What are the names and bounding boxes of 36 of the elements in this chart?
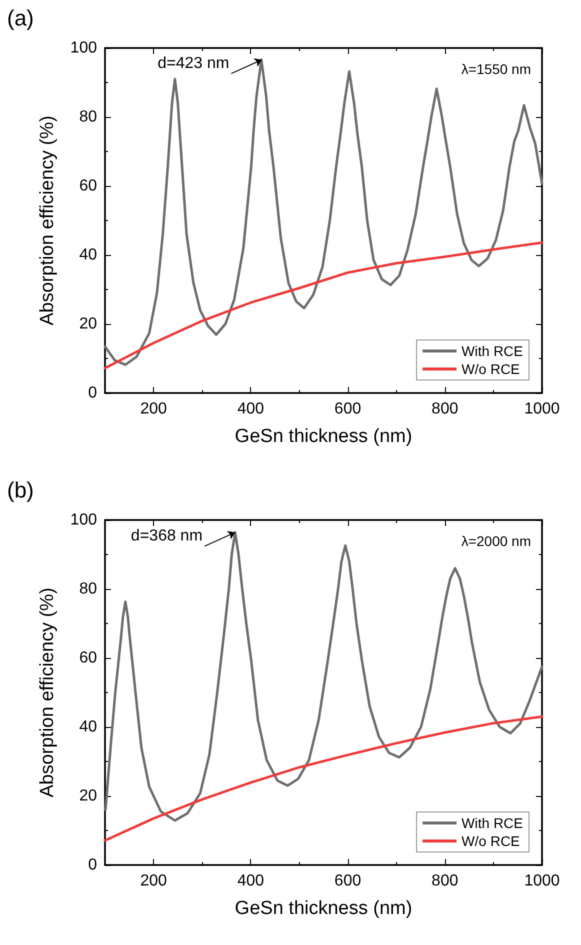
legend-label: W/o RCE [462,361,520,377]
annotation: λ=1550 nm [461,61,532,77]
y-tick-label: 60 [79,178,98,194]
x-tick-label: 600 [334,872,362,890]
y-tick-label: 20 [79,316,98,332]
x-tick-label: 600 [334,400,362,418]
chart-title: (b) [7,478,34,502]
y-tick-label: 100 [70,512,98,528]
y-axis-title: Absorption efficiency (%) [37,588,58,798]
x-axis-title: GeSn thickness (nm) [234,898,412,919]
legend-label: With RCE [462,815,524,831]
x-tick-label: 800 [432,872,458,890]
annotation: d=368 nm [130,528,203,545]
annotation: d=423 nm [158,55,230,72]
y-tick-label: 80 [79,108,98,126]
x-tick-label: 400 [237,872,264,890]
y-tick-label: 40 [79,246,98,264]
y-tick-label: 100 [70,40,98,56]
y-tick-label: 20 [79,788,98,804]
legend-label: With RCE [462,343,524,359]
y-axis-title: Absorption efficiency (%) [37,116,58,326]
y-tick-label: 40 [79,718,98,736]
y-tick-label: 0 [88,384,98,402]
y-tick-label: 80 [79,580,98,598]
x-tick-label: 200 [140,400,167,418]
chart-title: (a) [7,6,34,30]
x-tick-label: 1000 [524,872,560,890]
x-tick-label: 200 [140,872,167,890]
annotation: λ=2000 nm [461,533,532,549]
legend-label: W/o RCE [462,833,520,849]
y-tick-label: 0 [88,856,98,874]
y-tick-label: 60 [79,650,98,666]
x-tick-label: 1000 [524,400,560,418]
x-tick-label: 400 [237,400,264,418]
x-tick-label: 800 [432,400,458,418]
x-axis-title: GeSn thickness (nm) [234,426,412,447]
